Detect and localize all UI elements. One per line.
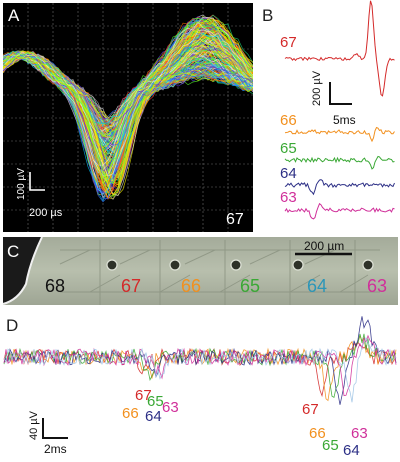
panel-b: B 67 66 65 64 63 200 µV 5ms [262,0,395,220]
panel-a-waveforms [3,14,253,203]
panel-c-scale: 200 µm [304,239,344,253]
panel-d-scale-x: 2ms [44,442,67,456]
panel-c-label: C [7,242,19,261]
trace-label-66: 66 [280,112,297,129]
trace-63 [284,202,395,220]
chip-dark-region [3,237,42,304]
right-label-67: 67 [302,401,319,418]
panel-d-label: D [6,316,18,335]
waveform-trace [3,25,253,190]
waveform-trace [3,18,253,136]
trace-67 [284,0,395,97]
panel-d-scale-y: 40 µV [28,410,40,440]
chip-traces [59,240,380,305]
trace-label-65: 65 [280,140,297,157]
waveform-trace [3,47,253,123]
panel-a: A 67 100 µV 200 µs [3,3,253,232]
right-label-65: 65 [322,437,339,454]
panel-d-scale-bar: 40 µV 2ms [28,410,68,456]
waveform-trace [3,52,253,169]
panel-b-labels: 67 66 65 64 63 [280,34,297,206]
electrode-label-67: 67 [121,276,141,296]
spike-trace [3,333,397,399]
right-label-64: 64 [343,442,360,459]
electrode-label-68: 68 [45,276,65,296]
trace-64 [284,179,395,196]
left-label-64: 64 [145,408,162,425]
panel-b-label: B [262,6,273,25]
panel-b-traces [284,0,395,220]
trace-label-64: 64 [280,165,297,182]
spike-trace [3,336,397,403]
waveform-trace [3,51,253,191]
trace-label-67: 67 [280,34,297,51]
panel-a-scale-x: 200 µs [29,207,63,219]
electrode-label-64: 64 [307,276,327,296]
waveform-trace [3,21,253,166]
panel-c-scale-bar: 200 µm [295,239,352,256]
trace-66 [284,126,395,143]
panel-c: 68 67 66 65 64 63 200 µm C [2,236,398,305]
panel-a-scale-y: 100 µV [16,168,27,200]
right-label-66: 66 [309,425,326,442]
electrode-label-65: 65 [240,276,260,296]
chip-image [3,237,398,305]
panel-b-scale-bar: 200 µV 5ms [311,70,356,127]
left-label-66: 66 [122,405,139,422]
chip-electrodes [106,259,374,271]
waveform-trace [3,29,253,177]
waveform-trace [3,25,253,197]
trace-65 [284,155,395,170]
electrode-label-66: 66 [181,276,201,296]
chip-labels: 68 67 66 65 64 63 [45,276,387,296]
trace-label-63: 63 [280,189,297,206]
left-label-67: 67 [135,387,152,404]
waveform-trace [3,49,253,183]
waveform-trace [3,49,253,195]
electrode-label-63: 63 [367,276,387,296]
right-label-63: 63 [351,425,368,442]
panel-d-traces [3,316,397,405]
panel-a-electrode-label: 67 [226,211,244,228]
panel-a-scale-bar: 100 µV 200 µs [16,168,63,219]
panel-b-scale-y: 200 µV [311,70,323,106]
left-label-65: 65 [147,393,164,410]
panel-b-scale-x: 5ms [333,113,356,127]
panel-a-label: A [8,6,20,25]
left-label-63: 63 [162,399,179,416]
spike-trace [3,334,397,402]
